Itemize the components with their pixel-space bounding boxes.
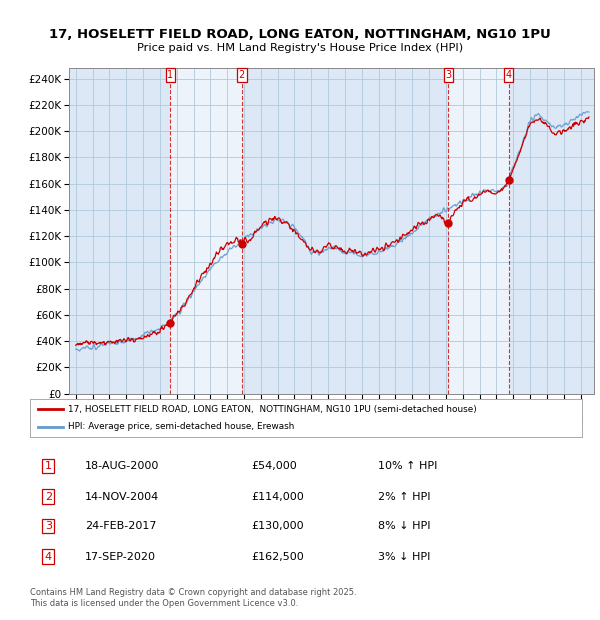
Text: Contains HM Land Registry data © Crown copyright and database right 2025.
This d: Contains HM Land Registry data © Crown c… [30,588,356,608]
Text: 14-NOV-2004: 14-NOV-2004 [85,492,160,502]
Text: £114,000: £114,000 [251,492,304,502]
Text: £54,000: £54,000 [251,461,296,471]
Text: 4: 4 [44,552,52,562]
Text: HPI: Average price, semi-detached house, Erewash: HPI: Average price, semi-detached house,… [68,422,294,432]
Text: 18-AUG-2000: 18-AUG-2000 [85,461,160,471]
Text: 10% ↑ HPI: 10% ↑ HPI [378,461,437,471]
Text: £162,500: £162,500 [251,552,304,562]
Text: 3% ↓ HPI: 3% ↓ HPI [378,552,430,562]
Text: 4: 4 [505,70,512,80]
Text: 2% ↑ HPI: 2% ↑ HPI [378,492,430,502]
Text: 1: 1 [45,461,52,471]
Text: 1: 1 [167,70,173,80]
Text: 2: 2 [44,492,52,502]
Text: 17-SEP-2020: 17-SEP-2020 [85,552,156,562]
Text: 3: 3 [45,521,52,531]
Text: 3: 3 [445,70,452,80]
Bar [170,68,242,394]
Text: 8% ↓ HPI: 8% ↓ HPI [378,521,430,531]
Text: 2: 2 [239,70,245,80]
Text: 24-FEB-2017: 24-FEB-2017 [85,521,157,531]
Text: 17, HOSELETT FIELD ROAD, LONG EATON, NOTTINGHAM, NG10 1PU: 17, HOSELETT FIELD ROAD, LONG EATON, NOT… [49,29,551,41]
Text: Price paid vs. HM Land Registry's House Price Index (HPI): Price paid vs. HM Land Registry's House … [137,43,463,53]
Bar [448,68,509,394]
Text: £130,000: £130,000 [251,521,304,531]
Text: 17, HOSELETT FIELD ROAD, LONG EATON,  NOTTINGHAM, NG10 1PU (semi-detached house): 17, HOSELETT FIELD ROAD, LONG EATON, NOT… [68,404,476,414]
